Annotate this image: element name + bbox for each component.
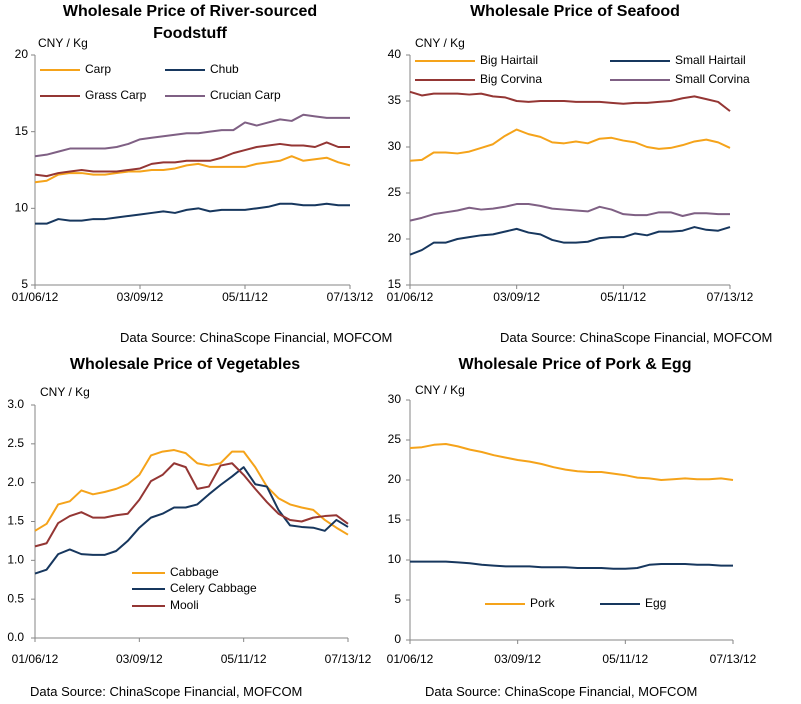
series-line [409, 90, 731, 112]
x-tick-label: 01/06/12 [387, 290, 434, 304]
x-tick-label: 03/09/12 [493, 290, 540, 304]
series-line [34, 449, 349, 536]
series-line [409, 203, 730, 222]
data-source: Data Source: ChinaScope Financial, MOFCO… [425, 684, 698, 699]
x-tick-label: 01/06/12 [387, 652, 434, 666]
chart-title: Wholesale Price of Seafood [470, 3, 680, 20]
legend-label: Mooli [170, 598, 199, 612]
legend-label: Cabbage [170, 565, 219, 579]
chart-title: Wholesale Price of Pork & Egg [458, 356, 692, 373]
legend-label: Chub [210, 62, 239, 76]
y-tick-label: 10 [15, 201, 29, 215]
y-tick-label: 1.5 [7, 514, 24, 528]
y-tick-label: 30 [388, 139, 402, 153]
x-tick-label: 05/11/12 [602, 652, 648, 666]
y-tick-label: 20 [388, 231, 402, 245]
series-line [34, 155, 351, 184]
legend-label: Pork [530, 596, 556, 610]
data-source: Data Source: ChinaScope Financial, MOFCO… [500, 330, 773, 345]
y-tick-label: 25 [388, 432, 402, 446]
legend-label: Celery Cabbage [170, 581, 257, 595]
x-tick-label: 07/13/12 [325, 652, 372, 666]
y-tick-label: 5 [21, 277, 28, 291]
data-source: Data Source: ChinaScope Financial, MOFCO… [30, 684, 303, 699]
y-tick-label: 5 [394, 592, 401, 606]
y-tick-label: 1.0 [7, 553, 24, 567]
data-source: Data Source: ChinaScope Financial, MOFCO… [120, 330, 393, 345]
y-tick-label: 30 [388, 392, 402, 406]
x-tick-label: 07/13/12 [707, 290, 754, 304]
x-tick-label: 03/09/12 [116, 652, 163, 666]
y-tick-label: 15 [388, 277, 402, 291]
series-line [409, 226, 731, 256]
y-tick-label: 2.0 [7, 475, 24, 489]
y-tick-label: 25 [388, 185, 402, 199]
series-line [410, 560, 733, 570]
y-unit-label: CNY / Kg [415, 36, 465, 50]
x-tick-label: 07/13/12 [710, 652, 757, 666]
y-tick-label: 0 [394, 632, 401, 646]
legend-label: Big Hairtail [480, 53, 538, 67]
y-unit-label: CNY / Kg [415, 383, 465, 397]
y-tick-label: 20 [388, 472, 402, 486]
x-tick-label: 05/11/12 [600, 290, 646, 304]
chart-title: Wholesale Price of Vegetables [69, 356, 301, 373]
legend-label: Egg [645, 596, 666, 610]
legend-label: Big Corvina [480, 72, 542, 86]
series-line [409, 128, 731, 162]
x-tick-label: 07/13/12 [327, 290, 374, 304]
x-tick-label: 01/06/12 [12, 652, 59, 666]
series-line [34, 466, 349, 575]
y-tick-label: 0.0 [7, 630, 24, 644]
y-tick-label: 15 [388, 512, 402, 526]
series-line [34, 141, 350, 178]
y-tick-label: 0.5 [7, 591, 24, 605]
x-tick-label: 05/11/12 [222, 290, 268, 304]
legend-label: Carp [85, 62, 111, 76]
x-tick-label: 05/11/12 [221, 652, 267, 666]
chart-title: Wholesale Price of River-sourced Foodstu… [62, 3, 318, 42]
x-tick-label: 03/09/12 [494, 652, 541, 666]
y-tick-label: 15 [15, 124, 29, 138]
y-tick-label: 35 [388, 93, 402, 107]
series-line [409, 443, 734, 481]
legend-label: Small Hairtail [675, 53, 746, 67]
y-tick-label: 40 [388, 47, 402, 61]
y-unit-label: CNY / Kg [40, 385, 90, 399]
series-line [35, 202, 350, 225]
legend-label: Small Corvina [675, 72, 750, 86]
legend-label: Crucian Carp [210, 88, 281, 102]
y-tick-label: 10 [388, 552, 402, 566]
y-unit-label: CNY / Kg [38, 36, 88, 50]
legend-label: Grass Carp [85, 88, 147, 102]
x-tick-label: 01/06/12 [12, 290, 59, 304]
series-line [34, 113, 350, 158]
y-tick-label: 20 [15, 47, 29, 61]
y-tick-label: 2.5 [7, 436, 24, 450]
x-tick-label: 03/09/12 [117, 290, 164, 304]
series-line [34, 462, 349, 548]
y-tick-label: 3.0 [7, 397, 24, 411]
